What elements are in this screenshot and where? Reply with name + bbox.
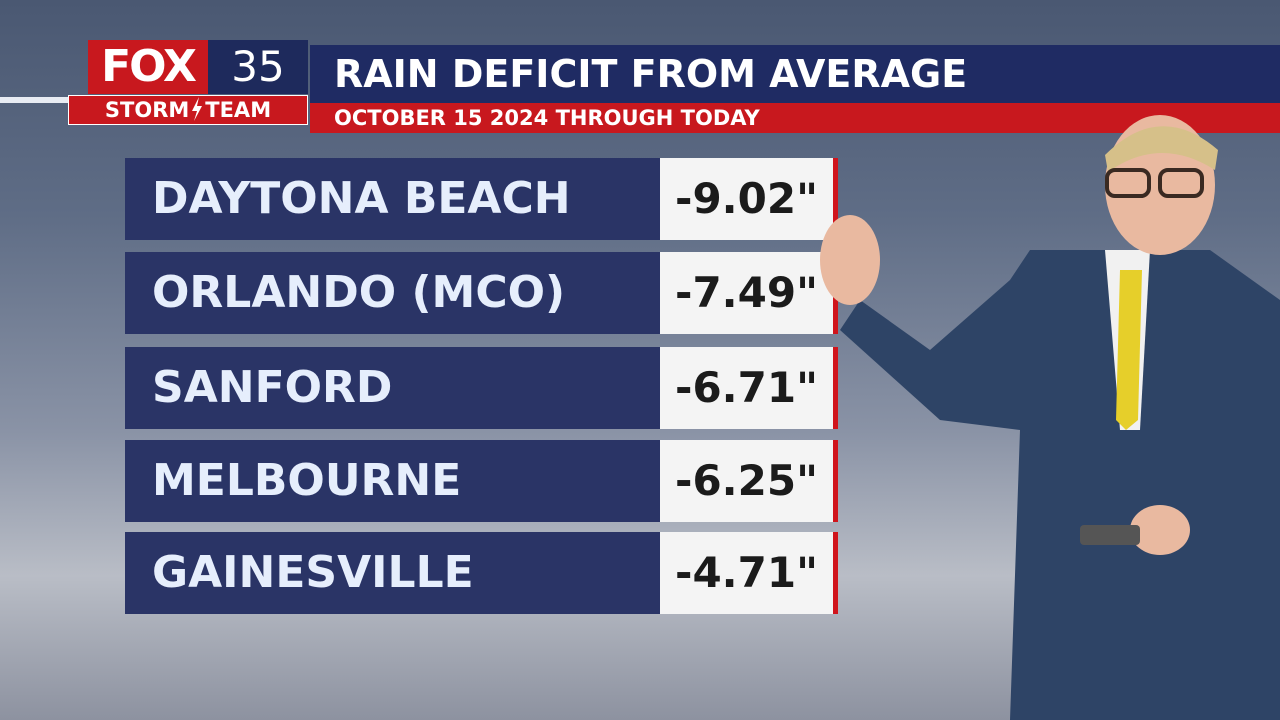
logo-brand: FOX [88, 40, 208, 94]
logo-number: 35 [208, 40, 308, 94]
deficit-value: -9.02" [660, 158, 838, 240]
deficit-value: -4.71" [660, 532, 838, 614]
location-label: ORLANDO (MCO) [125, 252, 660, 334]
lightning-icon [192, 97, 203, 121]
logo-team-left: STORM [104, 98, 190, 122]
logo-team-right: TEAM [205, 98, 272, 122]
location-label: SANFORD [125, 347, 660, 429]
subtitle: OCTOBER 15 2024 THROUGH TODAY [310, 103, 1280, 133]
accent-stripe [0, 97, 70, 103]
deficit-value: -6.25" [660, 440, 838, 522]
logo-team: STORM TEAM [68, 95, 308, 125]
presenter [820, 115, 1280, 720]
location-label: GAINESVILLE [125, 532, 660, 614]
location-label: MELBOURNE [125, 440, 660, 522]
location-label: DAYTONA BEACH [125, 158, 660, 240]
deficit-value: -6.71" [660, 347, 838, 429]
title: RAIN DEFICIT FROM AVERAGE [310, 45, 1280, 103]
deficit-value: -7.49" [660, 252, 838, 334]
